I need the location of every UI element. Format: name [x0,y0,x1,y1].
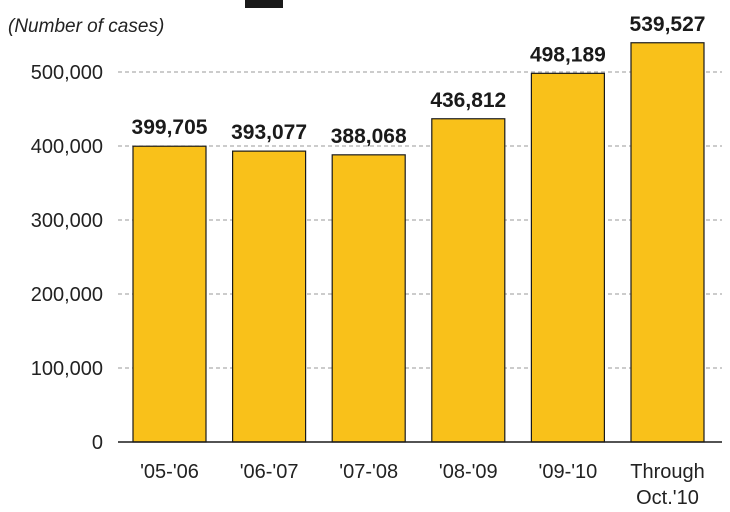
bar [132,145,207,443]
y-tick-label: 0 [92,432,103,454]
data-label: 388,068 [331,125,407,148]
x-tick-label: '09-'10 [539,461,598,483]
bar [232,150,307,443]
data-label: 393,077 [231,121,307,144]
title-fragment [245,0,283,8]
bar [331,154,406,443]
bar [431,118,506,443]
y-tick-label: 100,000 [31,358,103,380]
gridlines [118,71,722,369]
x-axis-categories: '05-'06 '06-'07 '07-'08 '08-'09 '09-'10 Throu… [140,461,705,509]
bar [530,72,606,443]
y-tick-label: 500,000 [31,62,103,84]
y-tick-label: 300,000 [31,210,103,232]
y-axis-ticks: 0 100,000 200,000 300,000 400,000 500,000 [31,62,103,454]
data-labels: 399,705 393,077 388,068 436,812 498,189 539,5… [132,13,706,148]
x-tick-label: '08-'09 [439,461,498,483]
data-label: 399,705 [132,116,208,139]
data-label: 498,189 [530,43,606,66]
data-label: 436,812 [430,89,506,112]
bar [630,42,705,443]
data-label: 539,527 [630,13,706,36]
title-fragment-mark [245,0,283,8]
x-tick-label: Oct.'10 [636,487,699,509]
x-tick-label: '05-'06 [140,461,199,483]
x-tick-label: '07-'08 [339,461,398,483]
x-tick-label: '06-'07 [240,461,299,483]
x-tick-label: Through [630,461,705,483]
bars [132,42,705,443]
y-tick-label: 200,000 [31,284,103,306]
chart-subtitle: (Number of cases) [8,16,164,37]
y-tick-label: 400,000 [31,136,103,158]
